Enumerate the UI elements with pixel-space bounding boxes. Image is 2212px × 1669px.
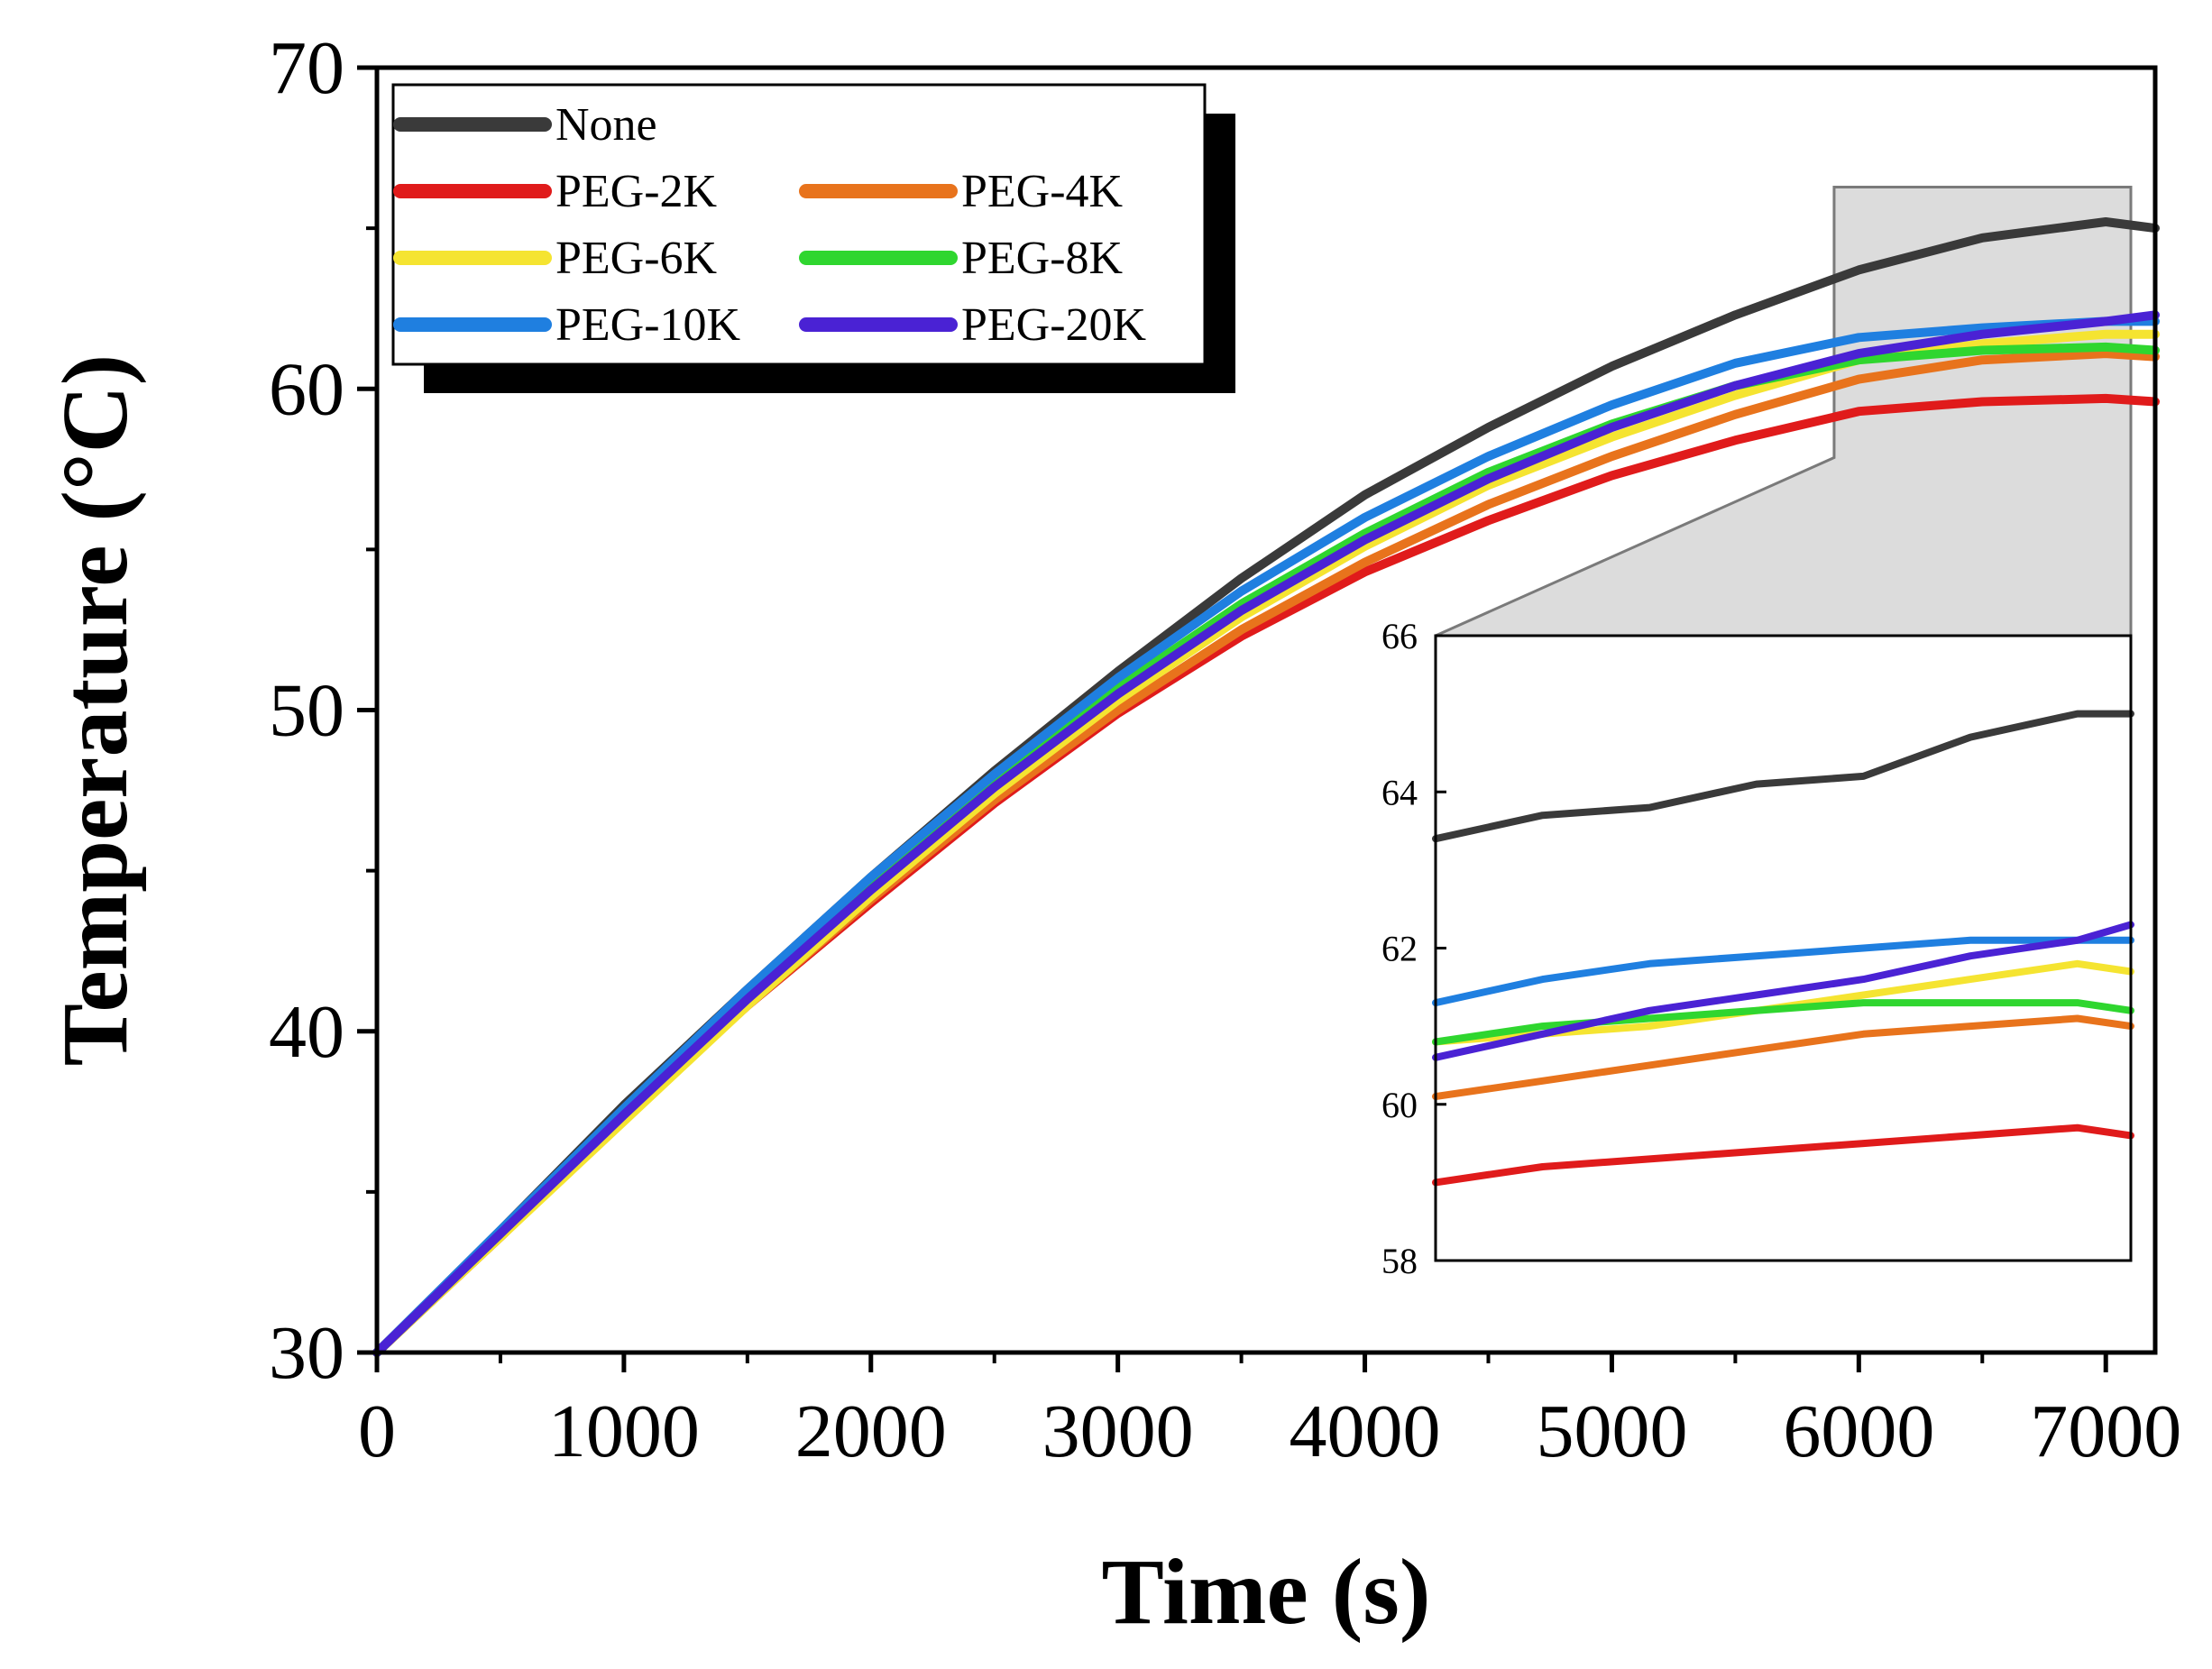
- legend-label-peg-20k: PEG-20K: [961, 299, 1147, 351]
- x-tick-label: 2000: [795, 1389, 947, 1473]
- legend-label-peg-10k: PEG-10K: [555, 299, 741, 351]
- legend-label-none: None: [555, 99, 657, 151]
- x-axis-label: Time (s): [1102, 1540, 1431, 1644]
- inset-chart: 58 60 62 64 66: [1381, 616, 2134, 1281]
- inset-series-line-peg-20k: [1432, 921, 2134, 1061]
- x-tick-label: 3000: [1042, 1389, 1194, 1473]
- x-tick-label: 7000: [2030, 1389, 2181, 1473]
- zoom-connector: [1435, 186, 2133, 637]
- inset-series-line-peg-8k: [1432, 999, 2134, 1046]
- x-tick-label: 4000: [1290, 1389, 1441, 1473]
- inset-axes: 58 60 62 64 66: [1381, 616, 1446, 1281]
- x-tick-label: 0: [358, 1389, 396, 1473]
- y-tick-label: 50: [269, 669, 344, 753]
- inset-y-tick-label: 66: [1381, 616, 1418, 656]
- y-axis-label: Temperature (°C): [43, 354, 147, 1067]
- x-tick-label: 5000: [1536, 1389, 1687, 1473]
- y-tick-label: 70: [269, 26, 344, 110]
- legend-label-peg-2k: PEG-2K: [555, 166, 718, 217]
- inset-y-tick-label: 64: [1381, 772, 1418, 812]
- inset-y-tick-label: 58: [1381, 1241, 1418, 1281]
- x-tick-label: 1000: [548, 1389, 700, 1473]
- y-tick-label: 60: [269, 347, 344, 431]
- inset-y-tick-label: 62: [1381, 929, 1418, 969]
- legend-label-peg-4k: PEG-4K: [961, 166, 1124, 217]
- series-line-peg-20k: [372, 310, 2160, 1357]
- series-line-peg-10k: [372, 316, 2160, 1357]
- legend-label-peg-6k: PEG-6K: [555, 233, 718, 284]
- inset-series-lines: [1432, 710, 2134, 1187]
- inset-series-line-peg-4k: [1432, 1014, 2134, 1101]
- x-tick-label: 6000: [1783, 1389, 1934, 1473]
- y-tick-label: 40: [269, 990, 344, 1074]
- legend: None PEG-2K PEG-4K PEG-6K PEG-8K PEG-10K PEG-2…: [391, 83, 1235, 393]
- y-tick-label: 30: [269, 1311, 344, 1395]
- inset-series-line-peg-2k: [1432, 1123, 2134, 1187]
- legend-label-peg-8k: PEG-8K: [961, 233, 1124, 284]
- main-axes: 0 1000 2000 3000 4000 5000 6000 7000 30 40 50 60 70: [269, 26, 2181, 1473]
- main-series-lines: [372, 217, 2160, 1357]
- inset-series-line-none: [1432, 710, 2134, 843]
- inset-y-tick-label: 60: [1381, 1085, 1418, 1125]
- zoom-region: [1435, 186, 2133, 637]
